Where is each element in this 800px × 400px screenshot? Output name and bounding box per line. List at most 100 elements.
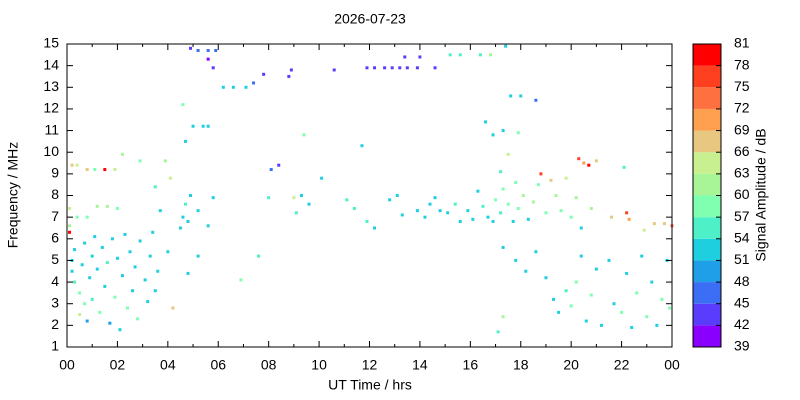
colorbar-label: Signal Amplitude / dB — [753, 128, 769, 261]
data-point — [438, 209, 442, 213]
y-tick-label: 5 — [51, 251, 59, 267]
data-point — [489, 53, 492, 57]
data-point — [196, 209, 200, 213]
data-point — [292, 196, 296, 200]
colorbar-bin — [693, 130, 721, 153]
data-point — [289, 68, 293, 72]
data-point — [95, 204, 99, 208]
x-tick-label: 06 — [210, 357, 226, 373]
data-point — [138, 239, 142, 243]
data-point — [262, 72, 266, 76]
data-point — [501, 129, 505, 133]
data-point — [113, 168, 117, 172]
data-point — [534, 98, 538, 102]
x-tick-label: 16 — [463, 357, 479, 373]
data-point — [400, 213, 404, 217]
data-point — [189, 46, 193, 50]
data-point — [206, 124, 210, 128]
colorbar-tick-label: 72 — [734, 100, 750, 116]
data-point — [554, 194, 558, 197]
data-point — [383, 66, 387, 70]
data-point — [85, 168, 89, 172]
data-point — [103, 168, 107, 172]
data-point — [143, 278, 147, 282]
data-point — [75, 215, 79, 219]
data-point — [75, 163, 79, 167]
data-point — [128, 250, 132, 254]
data-point — [105, 261, 109, 265]
data-point — [589, 206, 593, 210]
colorbar-bin — [693, 152, 721, 174]
colorbar-bin — [693, 65, 721, 88]
data-point — [138, 159, 142, 163]
data-point — [552, 297, 556, 301]
colorbar-tick-label: 63 — [734, 165, 750, 181]
data-point — [506, 152, 510, 156]
data-point — [579, 254, 583, 258]
data-point — [557, 310, 561, 314]
x-axis-label: UT Time / hrs — [328, 377, 412, 393]
x-tick-label: 00 — [59, 357, 75, 373]
y-tick-label: 15 — [43, 35, 59, 51]
y-tick-label: 3 — [51, 294, 59, 310]
y-tick-label: 1 — [51, 338, 59, 354]
data-point — [151, 230, 155, 234]
data-point — [269, 168, 273, 172]
data-point — [655, 323, 659, 327]
data-point — [183, 202, 187, 206]
data-point — [181, 215, 185, 219]
colorbar-tick-label: 51 — [734, 251, 750, 267]
x-tick-label: 22 — [614, 357, 630, 373]
data-point — [446, 211, 450, 215]
data-point — [478, 53, 482, 57]
data-point — [88, 276, 92, 280]
data-point — [68, 224, 72, 228]
data-point — [448, 53, 452, 57]
data-point — [118, 328, 122, 332]
data-point — [231, 85, 235, 89]
data-point — [70, 269, 74, 273]
data-point — [90, 297, 94, 301]
data-point — [549, 178, 553, 182]
data-point — [239, 278, 243, 282]
data-point — [196, 254, 200, 258]
data-point — [635, 291, 639, 295]
data-point — [620, 310, 624, 314]
x-tick-label: 04 — [160, 357, 176, 373]
data-point — [491, 133, 495, 137]
data-point — [531, 200, 535, 204]
data-point — [98, 310, 102, 314]
data-point — [83, 302, 87, 306]
data-point — [365, 66, 369, 70]
data-point — [214, 48, 218, 52]
colorbar-tick-label: 60 — [734, 186, 750, 202]
data-point — [287, 74, 291, 78]
y-tick-label: 7 — [51, 208, 59, 224]
data-point — [526, 217, 530, 221]
data-point — [206, 224, 210, 228]
data-point — [345, 198, 349, 202]
x-tick-label: 18 — [513, 357, 529, 373]
data-point — [423, 215, 427, 219]
data-point — [168, 176, 172, 180]
data-point — [373, 66, 377, 70]
data-point — [514, 258, 518, 262]
data-point — [100, 245, 104, 249]
data-point — [486, 215, 490, 219]
data-point — [630, 326, 634, 330]
data-point — [78, 291, 82, 295]
colorbar-tick-label: 69 — [734, 121, 750, 137]
data-point — [660, 297, 664, 301]
data-point — [584, 319, 588, 323]
data-point — [373, 226, 377, 230]
colorbar-tick-label: 66 — [734, 143, 750, 159]
data-point — [131, 289, 135, 293]
data-point — [277, 163, 281, 167]
colorbar-tick-label: 54 — [734, 229, 750, 245]
data-point — [612, 302, 616, 306]
chart-title: 2026-07-23 — [334, 11, 406, 27]
data-point — [395, 194, 399, 197]
data-point — [196, 48, 200, 52]
data-point — [516, 206, 520, 210]
y-tick-label: 11 — [44, 121, 59, 137]
